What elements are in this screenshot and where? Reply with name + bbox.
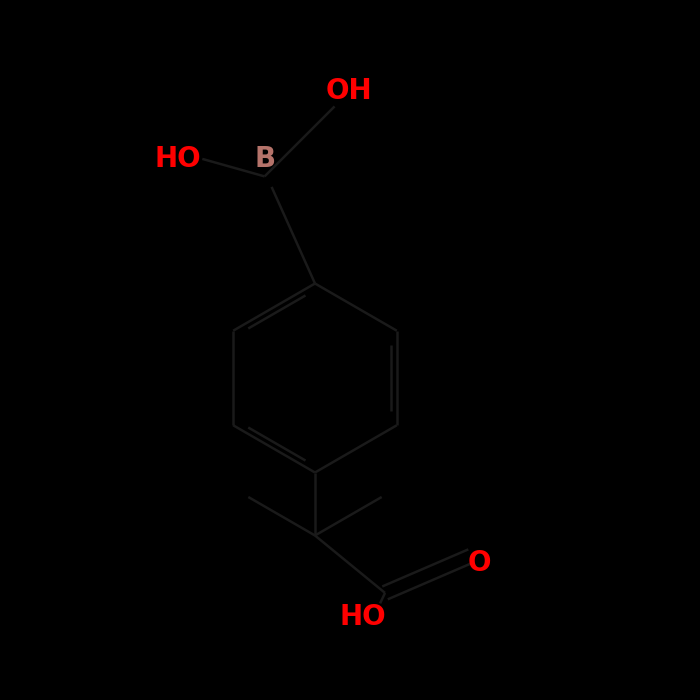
Text: OH: OH [326, 77, 372, 105]
Text: HO: HO [340, 603, 386, 631]
Text: O: O [468, 549, 491, 577]
Text: HO: HO [155, 145, 201, 173]
Text: B: B [254, 145, 275, 173]
